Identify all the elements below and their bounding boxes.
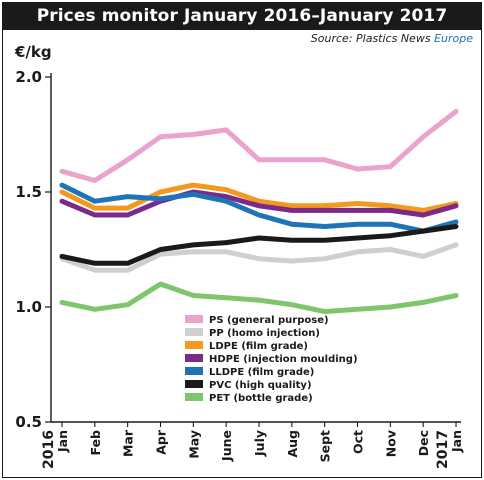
x-tick-label: June: [219, 430, 234, 462]
x-tick-label: Sept: [318, 430, 333, 462]
x-tick-label: Feb: [88, 430, 103, 456]
axes: 0.5 1.0 1.5 2.0 Jan Feb Mar Apr May June July Aug Se…: [15, 68, 464, 469]
year-label: 2017: [435, 430, 451, 469]
y-tick-label: 1.0: [15, 298, 42, 316]
legend-swatch: [185, 315, 203, 323]
series-layer: [59, 109, 459, 315]
legend-label: LDPE (film grade): [209, 341, 308, 352]
x-tick-label: Jan: [55, 430, 70, 453]
source-brand: Europe: [434, 32, 473, 45]
y-axis-unit: €/kg: [15, 43, 52, 61]
series-line: [59, 182, 459, 234]
legend-swatch: [185, 393, 203, 401]
x-tick-label: Aug: [285, 430, 300, 458]
x-tick-label: Dec: [416, 430, 431, 456]
x-tick-label: Apr: [154, 429, 169, 455]
legend-label: PS (general purpose): [209, 315, 329, 326]
series-line: [59, 224, 459, 266]
series-line: [59, 189, 459, 218]
y-tick-label: 2.0: [15, 68, 42, 86]
chart-title: Prices monitor January 2016–January 2017: [3, 3, 481, 30]
y-tick-label: 0.5: [15, 413, 42, 431]
x-tick-label: Oct: [351, 430, 366, 454]
series-line: [59, 182, 459, 213]
legend-swatch: [185, 341, 203, 349]
series-line: [59, 109, 459, 183]
line-chart: 0.5 1.0 1.5 2.0 Jan Feb Mar Apr May June July Aug Se…: [15, 68, 464, 469]
legend-label: PVC (high quality): [209, 380, 312, 391]
legend-label: PET (bottle grade): [209, 393, 313, 404]
series-line: [59, 281, 459, 315]
source-prefix: Source: Plastics News: [310, 32, 435, 45]
y-tick-label: 1.5: [15, 183, 42, 201]
source-note: Source: Plastics News Europe: [311, 32, 473, 45]
year-label: 2016: [41, 430, 57, 469]
x-tick-label: Jan: [449, 430, 464, 453]
x-tick-label: Mar: [121, 429, 136, 457]
legend-swatch: [185, 354, 203, 362]
legend-swatch: [185, 367, 203, 375]
legend-label: LLDPE (film grade): [209, 367, 314, 378]
x-tick-label: Nov: [383, 430, 398, 457]
legend-label: PP (homo injection): [209, 328, 320, 339]
legend-swatch: [185, 380, 203, 388]
x-tick-label: July: [252, 430, 267, 457]
x-tick-label: May: [186, 430, 201, 459]
legend-label: HDPE (injection moulding): [209, 354, 358, 365]
legend-swatch: [185, 328, 203, 336]
series-line: [59, 242, 459, 273]
legend: PS (general purpose) PP (homo injection) L…: [185, 315, 358, 404]
